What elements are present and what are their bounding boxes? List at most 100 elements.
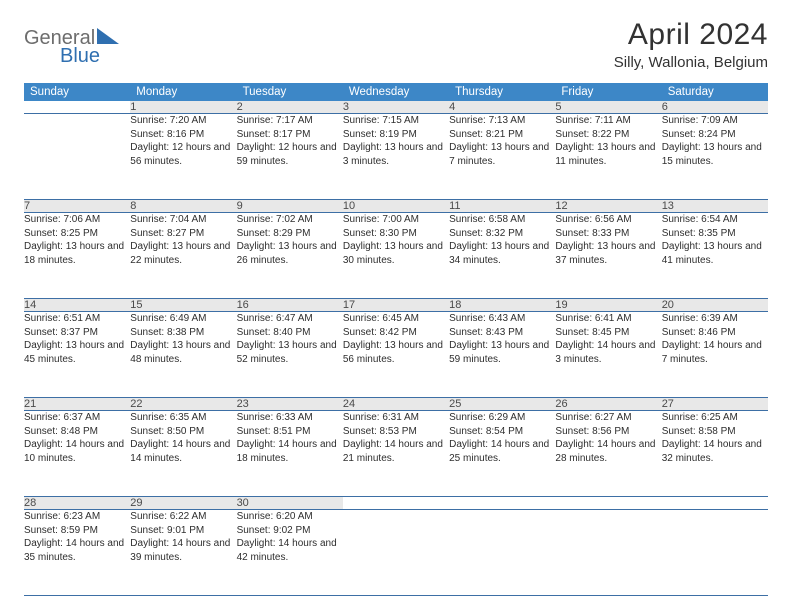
day-number-cell [343,497,449,510]
sunset-line: Sunset: 8:38 PM [130,326,236,340]
day-data-cell: Sunrise: 7:00 AMSunset: 8:30 PMDaylight:… [343,213,449,299]
sunrise-line: Sunrise: 7:04 AM [130,213,236,227]
sunset-line: Sunset: 8:37 PM [24,326,130,340]
day-data-cell: Sunrise: 7:04 AMSunset: 8:27 PMDaylight:… [130,213,236,299]
sunrise-line: Sunrise: 6:33 AM [237,411,343,425]
sunrise-value: 6:37 AM [63,412,100,423]
sunset-value: 8:43 PM [486,327,523,338]
sunrise-label: Sunrise: [130,115,169,126]
daylight-line: Daylight: 12 hours and 56 minutes. [130,141,236,168]
day-data-cell: Sunrise: 7:17 AMSunset: 8:17 PMDaylight:… [237,114,343,200]
sunrise-value: 7:09 AM [701,115,738,126]
location: Silly, Wallonia, Belgium [614,54,768,71]
sunset-value: 8:46 PM [698,327,735,338]
day-number: 17 [343,299,355,311]
sunset-label: Sunset: [555,129,592,140]
sunrise-value: 6:33 AM [276,412,313,423]
daynum-row: 28 29 30 [24,497,768,510]
sunset-line: Sunset: 8:46 PM [662,326,768,340]
sunset-line: Sunset: 8:58 PM [662,425,768,439]
day-header: Friday [555,83,661,101]
daylight-line: Daylight: 13 hours and 3 minutes. [343,141,449,168]
daylight-label: Daylight: [237,142,279,153]
day-header: Sunday [24,83,130,101]
sunrise-label: Sunrise: [662,412,701,423]
day-number: 9 [237,200,243,212]
sunset-line: Sunset: 8:32 PM [449,227,555,241]
daylight-line: Daylight: 13 hours and 26 minutes. [237,240,343,267]
daylight-label: Daylight: [555,439,597,450]
sunrise-line: Sunrise: 7:00 AM [343,213,449,227]
day-data-cell: Sunrise: 6:29 AMSunset: 8:54 PMDaylight:… [449,411,555,497]
daylight-line: Daylight: 13 hours and 56 minutes. [343,339,449,366]
sunset-value: 8:38 PM [167,327,204,338]
daylight-label: Daylight: [237,241,279,252]
day-data-cell [343,510,449,596]
day-number: 29 [130,497,142,509]
day-number-cell: 20 [662,299,768,312]
sunset-value: 8:59 PM [61,525,98,536]
logo-word2: Blue [60,45,100,64]
sunset-label: Sunset: [662,327,699,338]
day-number-cell: 23 [237,398,343,411]
day-number: 18 [449,299,461,311]
sunrise-line: Sunrise: 7:15 AM [343,114,449,128]
day-number: 28 [24,497,36,509]
sunrise-line: Sunrise: 7:02 AM [237,213,343,227]
sunset-line: Sunset: 8:43 PM [449,326,555,340]
sunset-label: Sunset: [662,426,699,437]
sunrise-value: 7:06 AM [63,214,100,225]
day-number: 24 [343,398,355,410]
sunset-value: 8:32 PM [486,228,523,239]
sunset-line: Sunset: 8:33 PM [555,227,661,241]
sunrise-label: Sunrise: [449,412,488,423]
daylight-label: Daylight: [555,340,597,351]
daylight-line: Daylight: 14 hours and 21 minutes. [343,438,449,465]
day-number: 30 [237,497,249,509]
sunset-value: 8:21 PM [486,129,523,140]
daylight-line: Daylight: 13 hours and 11 minutes. [555,141,661,168]
sunset-value: 8:27 PM [167,228,204,239]
sunset-value: 9:01 PM [167,525,204,536]
data-row: Sunrise: 6:23 AMSunset: 8:59 PMDaylight:… [24,510,768,596]
sunset-line: Sunset: 8:25 PM [24,227,130,241]
sunrise-label: Sunrise: [24,412,63,423]
day-number: 15 [130,299,142,311]
sunset-value: 8:51 PM [273,426,310,437]
sunset-label: Sunset: [662,129,699,140]
day-number: 21 [24,398,36,410]
day-data-cell: Sunrise: 6:25 AMSunset: 8:58 PMDaylight:… [662,411,768,497]
daylight-line: Daylight: 13 hours and 34 minutes. [449,240,555,267]
daylight-label: Daylight: [24,439,66,450]
sunset-label: Sunset: [449,327,486,338]
sunrise-line: Sunrise: 6:22 AM [130,510,236,524]
sunrise-label: Sunrise: [130,313,169,324]
sunset-line: Sunset: 8:50 PM [130,425,236,439]
daylight-label: Daylight: [237,340,279,351]
day-number: 20 [662,299,674,311]
day-number: 1 [130,101,136,113]
sunrise-value: 7:20 AM [170,115,207,126]
sunrise-label: Sunrise: [237,214,276,225]
daylight-line: Daylight: 14 hours and 39 minutes. [130,537,236,564]
daylight-line: Daylight: 13 hours and 37 minutes. [555,240,661,267]
sunset-line: Sunset: 8:59 PM [24,524,130,538]
daylight-line: Daylight: 14 hours and 32 minutes. [662,438,768,465]
day-data-cell: Sunrise: 6:41 AMSunset: 8:45 PMDaylight:… [555,312,661,398]
day-data-cell: Sunrise: 7:13 AMSunset: 8:21 PMDaylight:… [449,114,555,200]
sunset-value: 8:16 PM [167,129,204,140]
day-number: 23 [237,398,249,410]
sunset-label: Sunset: [662,228,699,239]
daynum-row: 78910111213 [24,200,768,213]
data-row: Sunrise: 6:51 AMSunset: 8:37 PMDaylight:… [24,312,768,398]
sunset-value: 8:50 PM [167,426,204,437]
sunrise-line: Sunrise: 6:43 AM [449,312,555,326]
sunrise-label: Sunrise: [343,412,382,423]
sunset-label: Sunset: [130,129,167,140]
sunrise-label: Sunrise: [662,115,701,126]
sunrise-label: Sunrise: [237,115,276,126]
logo-svg: General Blue [24,24,134,64]
daylight-label: Daylight: [130,439,172,450]
sunrise-line: Sunrise: 6:56 AM [555,213,661,227]
sunset-line: Sunset: 8:29 PM [237,227,343,241]
